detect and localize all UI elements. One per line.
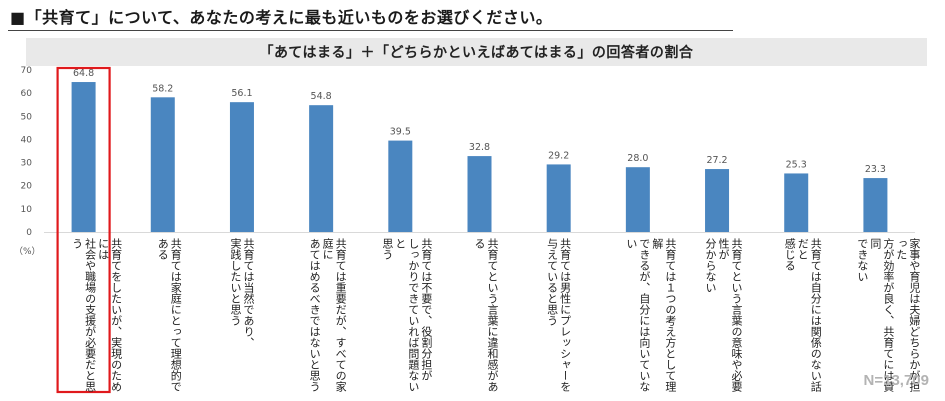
bar-value-label: 64.8 [73,68,94,79]
bar-value-label: 58.2 [152,83,173,94]
bar [150,97,175,233]
category-label: 家事や育児は夫婦どちらかが担った 方が効率が良く、共育てには賛同 できない [855,238,921,392]
y-tick-label: 0 [26,228,32,238]
bar [625,167,650,232]
bar-value-label: 39.5 [390,127,411,138]
bar [863,178,888,232]
highlight-frame [56,66,111,394]
bar-value-label: 56.1 [231,88,252,99]
y-tick-label: 60 [21,89,33,99]
category-label: 共育ては男性にプレッシャーを 与えていると思う [545,238,572,392]
bar-value-label: 32.8 [469,142,490,153]
category-label: 共育ては自分には関係のない話だと 感じる [783,238,823,392]
bar [784,173,809,232]
chart-banner-title: 「あてはまる」＋「どちらかといえばあてはまる」の回答者の割合 [26,38,927,66]
bar [546,164,571,232]
category-label: 共育てという言葉の意味や必要性が 分からない [704,238,744,392]
bar-value-label: 23.3 [865,164,886,175]
bar [705,169,730,232]
y-tick-label: 70 [21,66,33,76]
bar-value-label: 27.2 [706,155,727,166]
y-tick-label: 30 [21,159,33,169]
bar [229,102,254,232]
category-label: 共育ては当然であり、 実践したいと思う [228,238,255,348]
category-label: 共育てをしたいが、実現のためには 社会や職場の支援が必要だと思う [70,238,123,392]
bar [71,82,96,232]
category-label: 共育ては家庭にとって理想的である [156,238,183,392]
bar-value-label: 54.8 [311,91,332,102]
bar [388,140,413,232]
question-heading: ■「共育て」について、あなたの考えに最も近いものをお選びください。 [10,8,553,27]
category-label: 共育てという言葉に違和感がある [473,238,499,392]
bar-value-label: 25.3 [786,159,807,170]
bar-value-label: 29.2 [548,150,569,161]
bar [467,156,492,232]
y-tick-label: 50 [21,112,33,122]
y-tick-label: 10 [21,205,33,215]
category-label: 共育ては重要だが、すべての家庭に あてはめるべきではないと思う [308,238,348,392]
sample-size-label: N=13,709 [863,372,929,389]
bar-value-label: 28.0 [627,153,648,164]
heading-underline [8,30,733,31]
category-label: 共育ては１つの考え方として理解 できるが、自分には向いていない [624,238,677,392]
y-tick-label: 40 [21,135,33,145]
y-unit-label: （%） [14,246,41,257]
bar [309,105,334,232]
category-label: 共育ては不要で、役割分担が しっかりできていれば問題ないと 思う [380,238,433,392]
y-tick-label: 20 [21,182,33,192]
